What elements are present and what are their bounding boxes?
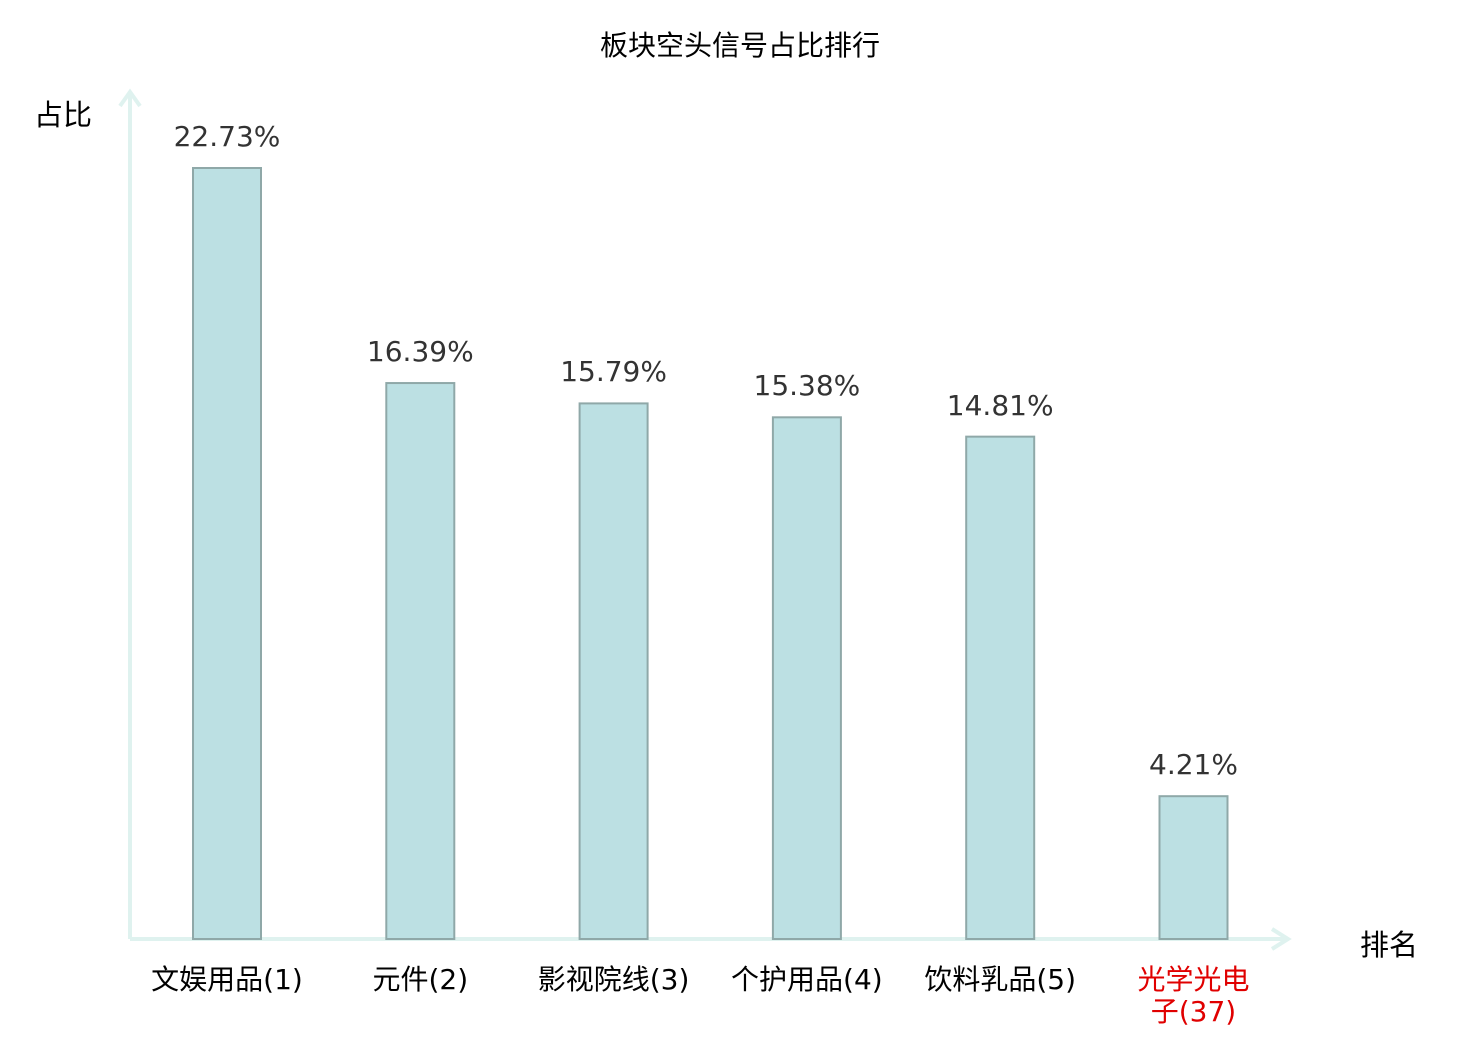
x-tick-label: 饮料乳品(5) (924, 963, 1077, 996)
data-label: 4.21% (1149, 748, 1238, 782)
data-label: 15.38% (753, 369, 861, 403)
chart-title: 板块空头信号占比排行 (599, 29, 880, 62)
x-tick-label: 元件(2) (372, 963, 469, 996)
x-tick-label: 光学光电子(37) (1137, 963, 1250, 1028)
x-axis-label: 排名 (1360, 928, 1419, 962)
data-label: 16.39% (366, 335, 474, 369)
bar (578, 402, 649, 940)
bar (965, 435, 1036, 940)
bar (192, 166, 262, 940)
data-label: 15.79% (560, 355, 667, 389)
bar (385, 382, 456, 940)
x-tick-label: 影视院线(3) (537, 963, 690, 996)
x-tick-label: 文娱用品(1) (151, 963, 303, 996)
bar (771, 416, 842, 940)
x-axis-arrow-icon (1270, 927, 1292, 951)
y-axis-label: 占比 (34, 98, 93, 132)
bar (1158, 795, 1229, 940)
data-label: 14.81% (946, 388, 1054, 422)
y-axis-arrow-icon (118, 88, 142, 108)
data-label: 22.73% (173, 119, 281, 153)
x-tick-label: 个护用品(4) (731, 963, 883, 996)
